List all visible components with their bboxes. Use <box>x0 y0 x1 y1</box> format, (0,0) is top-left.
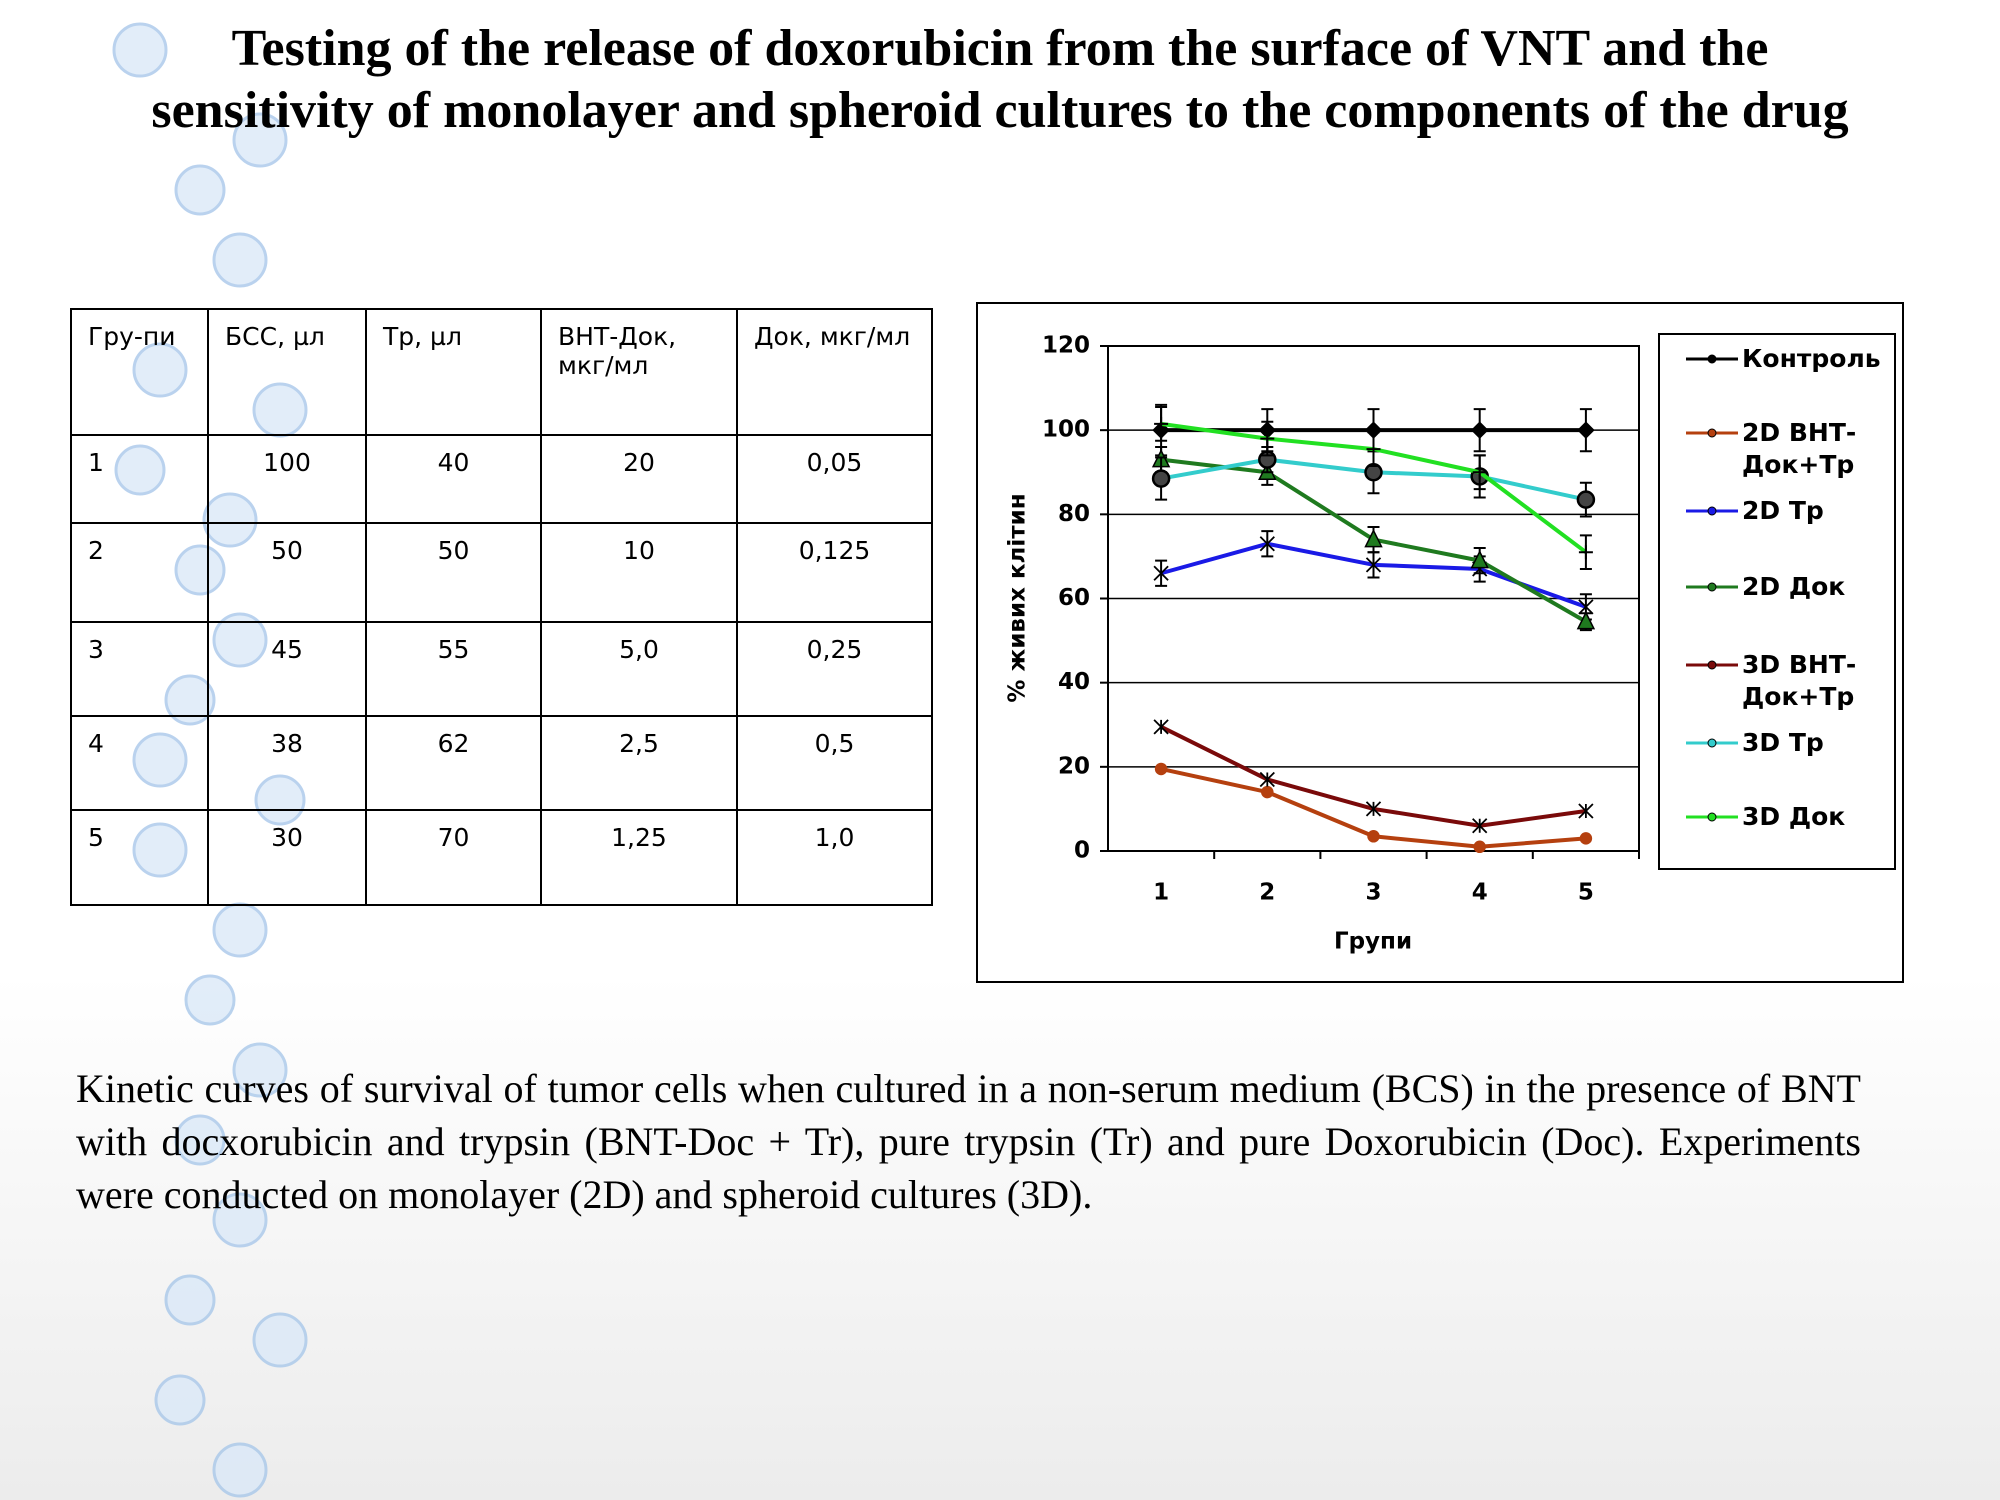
y-tick-label: 100 <box>1042 417 1090 443</box>
table-cell: 1 <box>70 434 209 524</box>
table-cell: 5 <box>70 809 209 906</box>
table-cell: 1,0 <box>736 809 933 906</box>
legend: Контроль 2D ВНТ-Док+Тр 2D Тр 2D Док 3D ВНТ-Д… <box>1658 333 1896 870</box>
marker <box>1364 528 1383 548</box>
marker <box>1470 549 1489 569</box>
table-cell: 3 <box>70 621 209 717</box>
x-tick-label: 2 <box>1259 880 1275 906</box>
y-tick-label: 60 <box>1058 585 1090 611</box>
marker <box>1578 599 1594 615</box>
legend-label: 2D ВНТ-Док+Тр <box>1742 418 1857 479</box>
marker <box>1365 557 1382 573</box>
table-cell: 0,25 <box>736 621 933 717</box>
legend-symbol <box>1686 506 1738 516</box>
table-row: 2 50 50 10 0,125 <box>70 522 933 623</box>
table-header-row: Гру-пи БСС, µл Тр, µл ВНТ-Док, мкг/мл Док, м… <box>70 308 933 436</box>
table-row: 5 30 70 1,25 1,0 <box>70 809 933 906</box>
marker <box>1472 465 1487 480</box>
legend-label: 3D Док <box>1742 802 1846 831</box>
table-cell: 10 <box>540 522 738 623</box>
table-header-cell: Док, мкг/мл <box>736 308 933 436</box>
marker <box>1579 832 1593 845</box>
table-cell: 0,5 <box>736 715 933 811</box>
table-cell: 38 <box>207 715 367 811</box>
marker <box>1260 431 1275 446</box>
y-tick-label: 40 <box>1058 669 1090 695</box>
table-cell: 100 <box>207 434 367 524</box>
table-header-cell: Тр, µл <box>365 308 542 436</box>
table-cell: 2 <box>70 522 209 623</box>
table-cell: 0,125 <box>736 522 933 623</box>
legend-label: Контроль <box>1742 344 1881 373</box>
marker <box>1261 785 1274 799</box>
table-cell: 2,5 <box>540 715 738 811</box>
marker <box>1154 762 1168 776</box>
table-cell: 5,0 <box>540 621 738 717</box>
y-tick-label: 20 <box>1058 753 1090 779</box>
legend-label: 3D ВНТ-Док+Тр <box>1742 650 1857 711</box>
table-cell: 45 <box>207 621 367 717</box>
legend-symbol <box>1686 738 1738 748</box>
table-cell: 70 <box>365 809 542 906</box>
data-table: Гру-пи БСС, µл Тр, µл ВНТ-Док, мкг/мл Док, м… <box>70 308 933 906</box>
marker <box>1151 469 1171 488</box>
table-cell: 20 <box>540 434 738 524</box>
y-tick-label: 120 <box>1042 333 1090 359</box>
slide-title: Testing of the release of doxorubicin fr… <box>151 20 1849 139</box>
table-cell: 4 <box>70 715 209 811</box>
table-cell: 62 <box>365 715 542 811</box>
table-cell: 50 <box>365 522 542 623</box>
table-header-cell: ВНТ-Док, мкг/мл <box>540 308 738 436</box>
table-row: 1 100 40 20 0,05 <box>70 434 933 524</box>
table-row: 3 45 55 5,0 0,25 <box>70 621 933 717</box>
marker <box>1472 818 1488 834</box>
legend-symbol <box>1686 660 1738 670</box>
legend-symbol <box>1686 812 1738 822</box>
marker <box>1576 490 1596 509</box>
marker <box>1473 840 1486 854</box>
marker <box>1154 416 1169 431</box>
table-cell: 0,05 <box>736 434 933 524</box>
table-cell: 30 <box>207 809 367 906</box>
x-tick-label: 5 <box>1578 880 1594 906</box>
y-tick-label: 80 <box>1058 501 1090 527</box>
x-tick-label: 4 <box>1472 880 1488 906</box>
table-cell: 55 <box>365 621 542 717</box>
legend-label: 3D Тр <box>1742 728 1824 757</box>
marker <box>1470 421 1489 439</box>
marker <box>1365 801 1382 817</box>
marker <box>1578 545 1593 560</box>
marker <box>1259 536 1275 552</box>
x-axis-label: Групи <box>1334 929 1412 955</box>
marker <box>1578 803 1594 819</box>
legend-label: 2D Док <box>1742 572 1846 601</box>
marker <box>1577 421 1595 439</box>
marker <box>1153 565 1169 581</box>
x-tick-label: 3 <box>1365 880 1381 906</box>
x-tick-label: 1 <box>1153 880 1169 906</box>
legend-symbol <box>1686 428 1738 438</box>
legend-label: 2D Тр <box>1742 496 1824 525</box>
y-tick-label: 0 <box>1074 838 1090 864</box>
table-cell: 50 <box>207 522 367 623</box>
legend-symbol <box>1686 354 1738 364</box>
marker <box>1366 442 1381 457</box>
table-header-cell: Гру-пи <box>70 308 209 436</box>
legend-symbol <box>1686 582 1738 592</box>
marker <box>1576 610 1596 630</box>
caption: Kinetic curves of survival of tumor cell… <box>76 1066 1861 1217</box>
table-cell: 40 <box>365 434 542 524</box>
table-row: 4 38 62 2,5 0,5 <box>70 715 933 811</box>
table-header-cell: БСС, µл <box>207 308 367 436</box>
y-axis-label: % живих клітин <box>1005 493 1031 702</box>
marker <box>1367 830 1380 843</box>
marker <box>1153 719 1169 735</box>
marker <box>1259 771 1275 788</box>
table-cell: 1,25 <box>540 809 738 906</box>
